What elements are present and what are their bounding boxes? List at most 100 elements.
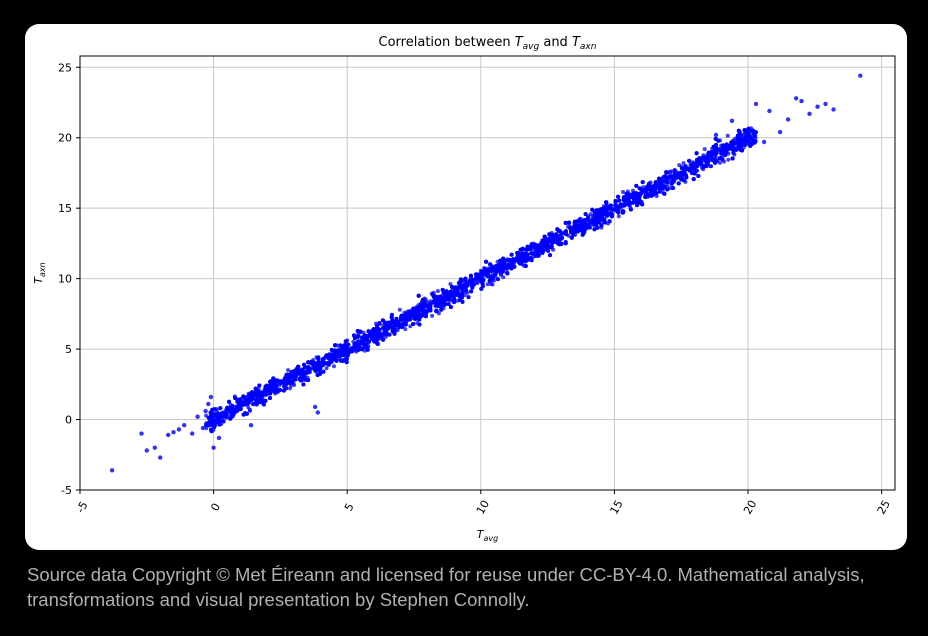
scatter-point xyxy=(563,240,568,245)
scatter-point xyxy=(752,140,757,145)
scatter-point xyxy=(777,129,783,135)
scatter-point xyxy=(486,268,490,273)
scatter-point xyxy=(298,377,303,382)
scatter-point xyxy=(687,168,692,173)
scatter-point xyxy=(152,445,157,450)
scatter-point xyxy=(628,207,633,212)
scatter-point xyxy=(365,347,370,352)
scatter-point xyxy=(643,195,648,199)
scatter-point xyxy=(286,368,291,373)
y-tick-label: 5 xyxy=(65,343,72,356)
scatter-points xyxy=(109,73,863,473)
scatter-point xyxy=(338,349,342,354)
scatter-point xyxy=(670,178,675,183)
scatter-point xyxy=(493,272,498,277)
scatter-point xyxy=(724,144,728,149)
scatter-point xyxy=(632,199,637,204)
scatter-point xyxy=(746,126,751,131)
scatter-point xyxy=(603,220,607,225)
scatter-point xyxy=(514,258,519,263)
scatter-point xyxy=(377,321,382,326)
scatter-point xyxy=(384,332,389,337)
scatter-point xyxy=(408,324,413,329)
scatter-point xyxy=(450,284,454,289)
scatter-point xyxy=(664,170,669,175)
scatter-point xyxy=(474,272,479,277)
scatter-point xyxy=(716,138,721,143)
scatter-point xyxy=(691,177,696,182)
scatter-point xyxy=(216,435,222,441)
scatter-point xyxy=(259,393,264,398)
scatter-point xyxy=(176,427,182,432)
scatter-point xyxy=(588,212,593,217)
y-tick-label: 0 xyxy=(65,414,72,427)
scatter-point xyxy=(228,416,233,421)
scatter-point xyxy=(644,190,649,195)
scatter-point xyxy=(823,101,828,107)
scatter-point xyxy=(485,282,490,287)
scatter-point xyxy=(729,118,735,124)
scatter-point xyxy=(592,209,597,214)
scatter-point xyxy=(344,344,349,349)
scatter-point xyxy=(338,343,343,348)
scatter-point xyxy=(711,151,716,156)
scatter-point xyxy=(555,234,560,239)
scatter-point xyxy=(540,250,545,255)
scatter-point xyxy=(158,455,163,460)
scatter-point xyxy=(257,399,262,404)
scatter-point xyxy=(714,158,719,163)
scatter-point xyxy=(204,426,209,431)
scatter-point xyxy=(316,356,321,361)
scatter-point xyxy=(799,98,804,104)
scatter-point xyxy=(581,226,586,230)
scatter-point xyxy=(432,294,437,298)
scatter-point xyxy=(556,228,561,233)
scatter-point xyxy=(498,272,503,277)
scatter-point xyxy=(380,318,385,323)
scatter-point xyxy=(324,354,328,359)
x-tick-label: 25 xyxy=(875,498,893,517)
scatter-point xyxy=(144,448,149,453)
scatter-point xyxy=(389,324,394,329)
scatter-point xyxy=(572,219,577,224)
scatter-point xyxy=(793,96,799,101)
scatter-point xyxy=(421,307,426,312)
scatter-point xyxy=(714,147,719,152)
scatter-point xyxy=(494,266,499,271)
scatter-point xyxy=(525,257,530,262)
scatter-point xyxy=(523,264,528,268)
scatter-point xyxy=(411,322,416,326)
scatter-point xyxy=(692,171,697,176)
scatter-point xyxy=(613,199,618,204)
scatter-point xyxy=(807,111,812,117)
scatter-point xyxy=(528,246,533,251)
scatter-point xyxy=(300,371,304,376)
scatter-point xyxy=(391,329,395,334)
scatter-point xyxy=(460,299,465,304)
x-tick-label: 10 xyxy=(474,498,492,517)
scatter-point xyxy=(720,157,725,162)
scatter-point xyxy=(725,133,730,138)
scatter-point xyxy=(343,339,348,344)
scatter-point xyxy=(535,243,540,248)
scatter-point xyxy=(333,343,337,348)
scatter-point xyxy=(517,261,522,266)
scatter-point xyxy=(166,432,171,438)
scatter-point xyxy=(488,276,493,281)
scatter-point xyxy=(458,277,463,282)
scatter-point xyxy=(563,220,568,225)
scatter-point xyxy=(745,138,750,143)
y-tick-label: 20 xyxy=(58,132,72,145)
scatter-point xyxy=(606,206,611,210)
scatter-point xyxy=(233,396,238,400)
y-tick-label: 15 xyxy=(58,202,72,215)
scatter-point xyxy=(250,390,255,395)
scatter-point xyxy=(595,225,600,230)
scatter-point xyxy=(604,212,609,217)
scatter-point xyxy=(274,387,279,392)
scatter-point xyxy=(236,399,241,404)
scatter-point xyxy=(610,212,615,217)
scatter-point xyxy=(383,323,388,328)
scatter-point xyxy=(420,302,425,307)
scatter-point xyxy=(416,293,421,298)
